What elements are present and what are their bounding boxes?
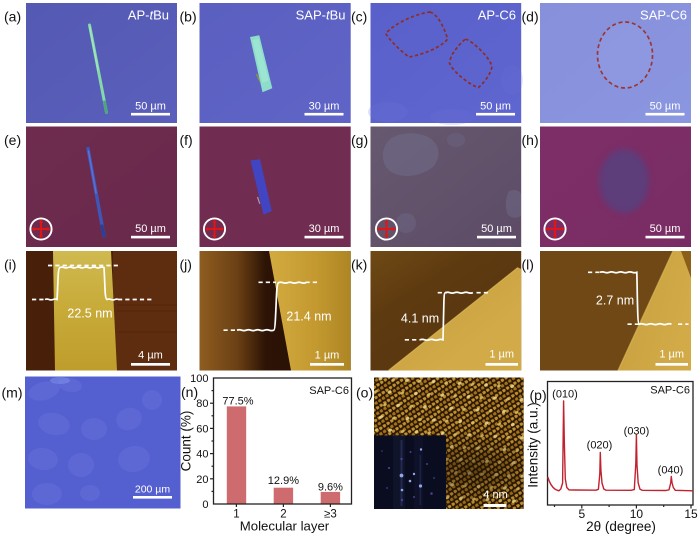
svg-text:(j): (j) xyxy=(180,257,192,273)
svg-text:2: 2 xyxy=(280,509,286,521)
svg-text:50 µm: 50 µm xyxy=(480,101,511,113)
svg-text:2θ (degree): 2θ (degree) xyxy=(586,519,656,534)
svg-text:(o): (o) xyxy=(356,385,373,401)
svg-text:12.9%: 12.9% xyxy=(268,475,299,487)
svg-text:Molecular layer: Molecular layer xyxy=(240,519,330,534)
svg-text:Intensity (a.u.): Intensity (a.u.) xyxy=(526,402,541,488)
svg-text:SAP-tBu: SAP-tBu xyxy=(296,8,346,23)
svg-text:AP-C6: AP-C6 xyxy=(478,8,516,23)
svg-text:1 µm: 1 µm xyxy=(315,350,340,362)
svg-text:60: 60 xyxy=(196,423,208,435)
svg-text:(040): (040) xyxy=(658,465,684,477)
svg-text:(f): (f) xyxy=(180,132,193,148)
svg-text:15: 15 xyxy=(684,507,698,521)
svg-text:(e): (e) xyxy=(4,132,21,148)
svg-text:2.7 nm: 2.7 nm xyxy=(596,294,634,308)
svg-text:50 µm: 50 µm xyxy=(481,223,512,235)
svg-text:(m): (m) xyxy=(2,385,23,401)
svg-text:50 µm: 50 µm xyxy=(135,101,166,113)
svg-text:(020): (020) xyxy=(587,440,613,452)
svg-text:50 µm: 50 µm xyxy=(650,101,681,113)
svg-text:77.5%: 77.5% xyxy=(222,396,253,408)
svg-text:AP-tBu: AP-tBu xyxy=(128,8,169,23)
svg-text:(p): (p) xyxy=(530,387,547,403)
svg-text:50 µm: 50 µm xyxy=(135,223,166,235)
svg-text:21.4 nm: 21.4 nm xyxy=(286,310,331,324)
svg-text:(l): (l) xyxy=(522,257,534,273)
svg-text:(c): (c) xyxy=(351,9,367,25)
svg-text:Count (%): Count (%) xyxy=(179,411,194,472)
svg-text:(d): (d) xyxy=(522,9,539,25)
svg-text:100: 100 xyxy=(190,373,208,385)
svg-text:1: 1 xyxy=(233,509,239,521)
svg-text:80: 80 xyxy=(196,398,208,410)
svg-text:(k): (k) xyxy=(351,257,367,273)
svg-text:30 µm: 30 µm xyxy=(309,223,340,235)
svg-text:(g): (g) xyxy=(351,132,368,148)
svg-text:10: 10 xyxy=(630,507,644,521)
svg-text:1 µm: 1 µm xyxy=(489,349,514,361)
svg-text:40: 40 xyxy=(196,449,208,461)
svg-text:(i): (i) xyxy=(4,257,16,273)
svg-text:20: 20 xyxy=(196,474,208,486)
svg-text:200 µm: 200 µm xyxy=(135,484,170,496)
svg-text:(h): (h) xyxy=(522,132,539,148)
svg-text:0: 0 xyxy=(202,499,208,511)
svg-text:4.1 nm: 4.1 nm xyxy=(401,312,439,326)
svg-text:5: 5 xyxy=(578,507,585,521)
svg-text:SAP-C6: SAP-C6 xyxy=(640,8,687,23)
svg-text:9.6%: 9.6% xyxy=(318,481,343,493)
svg-text:(010): (010) xyxy=(552,389,578,401)
svg-text:4 µm: 4 µm xyxy=(138,350,163,362)
svg-text:(a): (a) xyxy=(4,9,21,25)
svg-text:50 µm: 50 µm xyxy=(650,223,681,235)
svg-text:(b): (b) xyxy=(180,9,197,25)
svg-text:SAP-C6: SAP-C6 xyxy=(309,385,349,397)
svg-text:≥3: ≥3 xyxy=(324,509,337,521)
svg-text:30 µm: 30 µm xyxy=(309,101,340,113)
svg-text:22.5 nm: 22.5 nm xyxy=(67,307,112,321)
svg-text:4 nm: 4 nm xyxy=(483,489,507,501)
svg-text:1 µm: 1 µm xyxy=(659,349,684,361)
svg-text:SAP-C6: SAP-C6 xyxy=(650,385,690,397)
svg-text:(n): (n) xyxy=(181,384,198,400)
svg-text:(030): (030) xyxy=(624,426,650,438)
